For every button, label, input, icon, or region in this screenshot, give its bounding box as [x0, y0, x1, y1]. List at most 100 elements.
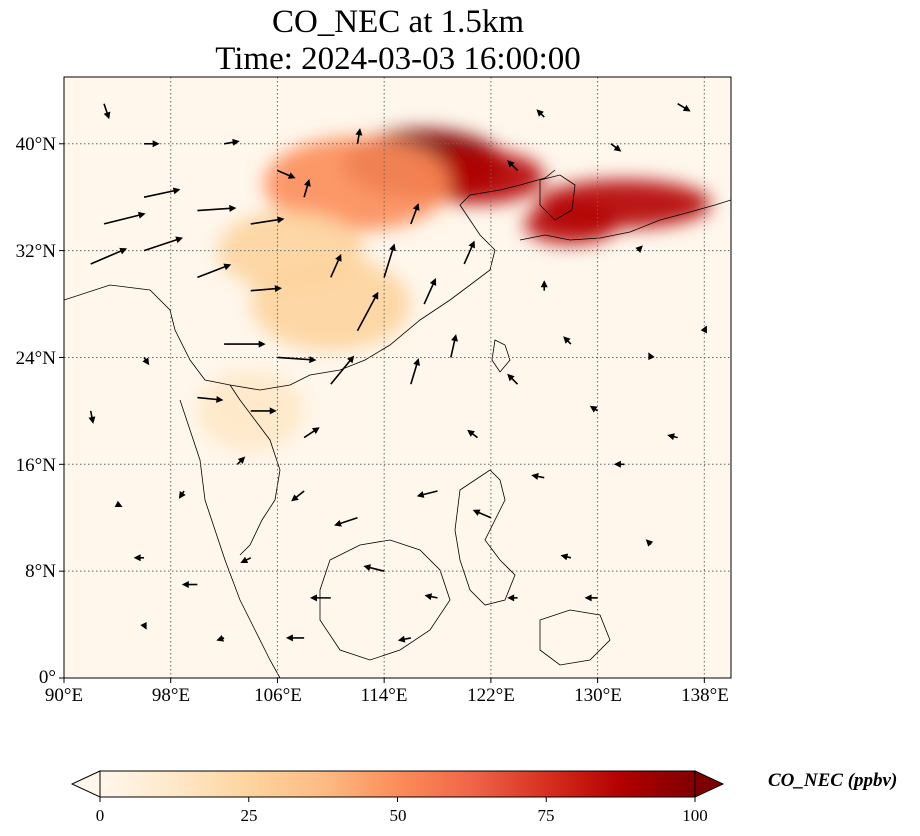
wind-arrow: [355, 128, 363, 144]
lat-label-8: 8°N: [25, 561, 56, 582]
wind-arrow: [330, 253, 342, 278]
wind-arrow: [216, 634, 225, 642]
colorbar-extend-low: [70, 770, 101, 798]
wind-arrow: [103, 211, 146, 225]
wind-arrow: [143, 236, 184, 252]
wind-arrow: [507, 594, 518, 602]
wind-arrow: [363, 564, 385, 572]
wind-arrow: [103, 103, 111, 120]
wind-arrow: [677, 103, 691, 112]
colorbar-tick-25: 25: [240, 806, 258, 825]
lon-label-114: 114°E: [360, 685, 408, 706]
co-plume: [524, 203, 618, 244]
colorbar-label: CO_NEC (ppbv): [768, 770, 898, 791]
wind-arrow: [250, 216, 285, 225]
wind-arrow: [540, 280, 548, 291]
colorbar: [70, 770, 725, 802]
wind-arrow: [133, 554, 145, 562]
lon-label-106: 106°E: [254, 685, 302, 706]
wind-arrow: [143, 187, 181, 198]
wind-arrow: [700, 325, 707, 334]
wind-arrow: [356, 291, 379, 332]
coastlines: [64, 169, 731, 678]
wind-arrow: [303, 179, 311, 198]
wind-arrow: [90, 247, 128, 265]
axis-tick-marks: [59, 143, 705, 683]
wind-arrow: [507, 373, 519, 385]
wind-arrow: [424, 593, 438, 601]
wind-arrow: [536, 109, 545, 118]
colorbar-tick-75: 75: [537, 806, 555, 825]
wind-arrow: [531, 473, 545, 480]
co-plume: [264, 137, 451, 231]
wind-arrow: [197, 395, 224, 403]
wind-vectors: [88, 103, 707, 643]
wind-arrow: [310, 594, 331, 602]
lon-label-122: 122°E: [467, 685, 515, 706]
wind-arrow: [635, 245, 643, 253]
wind-arrow: [142, 357, 150, 366]
wind-arrow: [397, 635, 411, 643]
wind-arrow: [250, 407, 277, 415]
wind-arrow: [450, 334, 458, 358]
wind-arrow: [291, 490, 305, 502]
wind-arrow: [463, 240, 475, 265]
colorbar-extend-high: [694, 770, 725, 798]
wind-arrow: [610, 143, 622, 152]
wind-arrow: [197, 263, 232, 279]
colorbar-gradient: [100, 771, 695, 797]
wind-arrow: [507, 160, 519, 172]
wind-arrow: [648, 352, 655, 361]
wind-arrow: [330, 355, 355, 385]
wind-arrow: [667, 433, 678, 441]
lat-label-32: 32°N: [15, 241, 56, 262]
wind-arrow: [250, 285, 282, 293]
gridlines: [64, 77, 731, 678]
wind-arrow: [416, 490, 438, 498]
wind-arrow: [472, 509, 492, 519]
wind-arrow: [589, 405, 599, 413]
colorbar-tick-0: 0: [95, 806, 105, 825]
lat-label-16: 16°N: [15, 455, 56, 476]
wind-arrow: [645, 539, 654, 547]
wind-arrow: [303, 427, 320, 439]
wind-arrow: [334, 516, 358, 527]
wind-arrow: [236, 456, 246, 465]
wind-arrow: [410, 203, 420, 225]
lon-label-138: 138°E: [681, 685, 729, 706]
lon-label-130: 130°E: [574, 685, 622, 706]
wind-arrow: [224, 340, 266, 348]
map-title: CO_NEC at 1.5km: [271, 4, 525, 40]
wind-arrow: [223, 138, 240, 146]
wind-arrow: [423, 278, 437, 305]
map-subtitle-time: Time: 2024-03-03 16:00:00: [215, 41, 581, 77]
co-plume: [250, 257, 411, 351]
wind-arrow: [560, 553, 572, 561]
wind-arrow: [584, 594, 598, 602]
wind-arrow: [410, 358, 420, 385]
wind-arrow: [240, 556, 252, 563]
lat-label-0: 0°: [38, 667, 56, 688]
wind-arrow: [613, 460, 625, 468]
wind-arrow: [277, 356, 317, 364]
colorbar-tick-100: 100: [682, 806, 708, 825]
wind-arrow: [88, 410, 96, 424]
wind-arrow: [277, 169, 296, 179]
wind-arrow: [197, 204, 237, 212]
lon-label-98: 98°E: [151, 685, 191, 706]
wind-arrow: [383, 243, 396, 278]
lat-label-24: 24°N: [15, 348, 56, 369]
colorbar-tick-marks: [99, 797, 696, 802]
wind-arrow: [181, 581, 198, 589]
wind-arrow: [285, 634, 305, 642]
wind-arrow: [178, 490, 186, 499]
wind-arrow: [114, 500, 123, 507]
lon-label-90: 90°E: [44, 685, 84, 706]
wind-arrow: [144, 140, 160, 148]
colorbar-tick-50: 50: [389, 806, 407, 825]
wind-arrow: [563, 336, 572, 345]
lat-label-40: 40°N: [15, 134, 56, 155]
wind-arrow: [140, 621, 147, 630]
map-frame: [63, 76, 732, 679]
